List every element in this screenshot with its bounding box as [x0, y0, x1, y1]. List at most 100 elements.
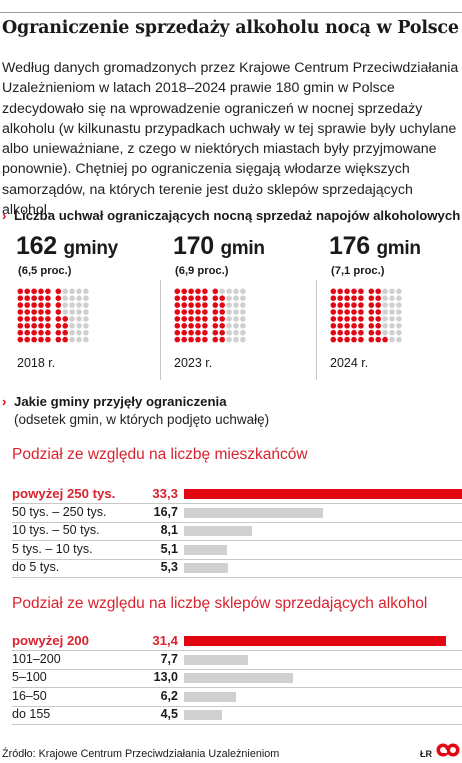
bar: [184, 507, 324, 518]
dot-marked: [368, 323, 375, 329]
row-divider: [12, 558, 462, 560]
bar: [184, 673, 293, 683]
dot-marked: [330, 323, 337, 329]
dot-marked: [337, 316, 343, 322]
year-2023: 2023 r.: [174, 356, 213, 370]
dot-marked: [17, 288, 24, 295]
dot-grid-2023: [174, 288, 246, 343]
divider: [316, 280, 317, 380]
dot-marked: [202, 288, 208, 295]
dot-unmarked: [382, 323, 388, 329]
bar: [184, 526, 252, 536]
dot-marked: [62, 329, 68, 336]
dot-unmarked: [240, 336, 246, 343]
dot-marked: [330, 302, 337, 308]
bar-value-label: 8,1: [160, 523, 178, 537]
dot-marked: [375, 309, 381, 315]
dot-marked: [358, 336, 364, 343]
divider: [160, 280, 161, 380]
dot-marked: [351, 323, 357, 329]
dot-marked: [337, 309, 343, 315]
dot-marked: [174, 302, 181, 308]
dot-unmarked: [69, 336, 75, 343]
dot-marked: [55, 295, 62, 301]
dot-unmarked: [389, 323, 395, 329]
dot-marked: [351, 302, 357, 308]
dot-marked: [344, 323, 350, 329]
bar-category-label: 16–50: [12, 688, 47, 703]
dot-marked: [181, 329, 187, 336]
bar: [184, 710, 222, 720]
dot-marked: [31, 295, 37, 301]
dot-unmarked: [76, 329, 82, 336]
dot-unmarked: [382, 302, 388, 308]
dot-unmarked: [389, 329, 395, 336]
dot-marked: [195, 295, 201, 301]
author-credit: ŁR: [420, 749, 432, 759]
dot-marked: [24, 302, 30, 308]
dot-marked: [375, 288, 381, 295]
dot-unmarked: [396, 323, 402, 329]
bar-value-label: 5,3: [160, 560, 178, 574]
dot-marked: [24, 329, 30, 336]
dot-unmarked: [76, 316, 82, 322]
bar-category-label: powyżej 200: [12, 633, 89, 648]
population-group-title: Podział ze względu na liczbę mieszkańców: [12, 446, 308, 463]
dot-unmarked: [69, 302, 75, 308]
dot-marked: [31, 288, 37, 295]
bar-category-label: powyżej 250 tys.: [12, 486, 116, 501]
dot-marked: [212, 309, 219, 315]
dot-marked: [202, 309, 208, 315]
bar-value-label: 4,5: [160, 707, 178, 721]
count-2018-number: 162: [16, 232, 57, 260]
dot-marked: [188, 302, 194, 308]
dot-unmarked: [389, 336, 395, 343]
dot-marked: [17, 316, 24, 322]
dot-marked: [219, 302, 225, 308]
dot-unmarked: [62, 288, 68, 295]
bar: [184, 563, 229, 573]
bar-value-label: 5,1: [160, 541, 178, 556]
row-divider: [12, 540, 462, 541]
dot-marked: [330, 309, 337, 315]
section-votes-title: Liczba uchwał ograniczających nocną sprz…: [14, 208, 461, 223]
dot-marked: [351, 329, 357, 336]
dot-marked: [38, 336, 44, 343]
dot-marked: [195, 336, 201, 343]
count-2018: 162 gminy: [16, 232, 118, 261]
dot-unmarked: [219, 288, 225, 295]
dot-unmarked: [69, 295, 75, 301]
bar-category-label: 101–200: [12, 651, 61, 666]
dot-marked: [38, 288, 44, 295]
dot-marked: [24, 288, 30, 295]
dot-marked: [62, 323, 68, 329]
row-divider: [12, 521, 462, 523]
dot-marked: [181, 336, 187, 343]
dot-marked: [330, 288, 337, 295]
dot-marked: [24, 309, 30, 315]
dot-marked: [38, 309, 44, 315]
dot-unmarked: [396, 329, 402, 336]
dot-unmarked: [226, 288, 232, 295]
percent-2023: (6,9 proc.): [175, 265, 229, 277]
dot-marked: [212, 323, 219, 329]
count-2023: 170 gmin: [173, 232, 265, 261]
dot-unmarked: [396, 336, 402, 343]
row-divider: [12, 705, 462, 707]
dot-marked: [358, 288, 364, 295]
dot-marked: [174, 288, 181, 295]
dot-unmarked: [382, 329, 388, 336]
dot-unmarked: [226, 302, 232, 308]
intro-paragraph: Według danych gromadzonych przez Krajowe…: [2, 60, 459, 219]
dot-unmarked: [226, 295, 232, 301]
dot-unmarked: [233, 336, 239, 343]
dot-unmarked: [396, 316, 402, 322]
dot-marked: [368, 302, 375, 308]
dot-unmarked: [396, 302, 402, 308]
dot-marked: [31, 336, 37, 343]
count-2018-unit: gminy: [63, 238, 118, 259]
dot-marked: [337, 323, 343, 329]
dot-unmarked: [233, 323, 239, 329]
dot-unmarked: [83, 295, 89, 301]
dot-unmarked: [240, 288, 246, 295]
